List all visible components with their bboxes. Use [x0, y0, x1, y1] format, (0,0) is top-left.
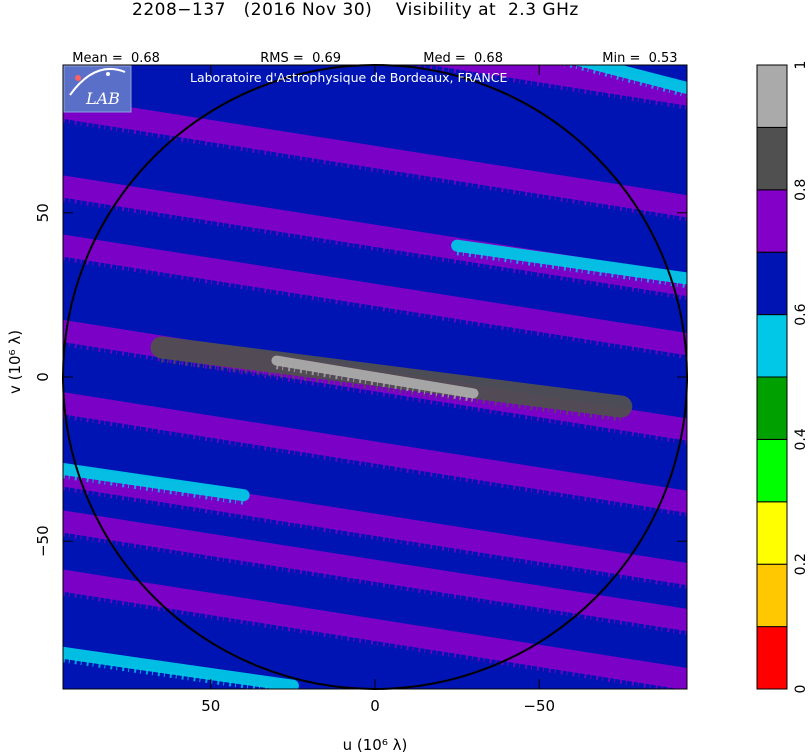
y-tick-label: −50 — [34, 525, 52, 557]
visibility-band — [63, 96, 687, 218]
visibility-band — [271, 355, 479, 399]
colorbar-segment — [756, 438, 788, 503]
stat-min: Min = 0.53 — [594, 36, 678, 66]
y-tick-label: 50 — [34, 203, 52, 222]
colorbar-tick-label: 1 — [793, 61, 809, 70]
x-axis-label: u (10⁶ λ) — [343, 736, 408, 754]
stat-mean-value: 0.68 — [130, 51, 160, 66]
visibility-band — [63, 462, 250, 502]
visibility-bands — [63, 65, 687, 689]
stat-median-value: 0.68 — [474, 51, 503, 66]
colorbar-segment — [756, 563, 788, 628]
logo-text: LAB — [85, 89, 120, 108]
colorbar-segment — [756, 376, 788, 440]
visibility-band — [63, 569, 687, 689]
colorbar-ticks: 0 0.2 0.4 0.6 0.8 1 — [793, 61, 809, 694]
colorbar-segment — [756, 501, 788, 565]
colorbar-segment — [756, 189, 788, 253]
logo-swoosh-icon — [69, 67, 126, 96]
colorbar-tick-label: 0.2 — [793, 553, 809, 575]
visibility-band-fringe — [63, 472, 245, 505]
stat-mean: Mean = 0.68 — [64, 36, 160, 66]
stat-rms-label: RMS = — [260, 51, 304, 66]
logo-star-icon — [106, 72, 110, 76]
stat-mean-label: Mean = — [72, 51, 123, 66]
stat-min-label: Min = — [602, 51, 641, 66]
visibility-band — [429, 65, 687, 106]
stat-median-label: Med = — [423, 51, 466, 66]
colorbar-tick-label: 0.4 — [793, 428, 809, 450]
colorbar-segment — [756, 314, 788, 378]
y-axis-label: v (10⁶ λ) — [6, 330, 24, 394]
colorbar-tick-label: 0.6 — [793, 303, 809, 325]
logo-dot-icon — [75, 75, 81, 81]
stat-median: Med = 0.68 — [415, 36, 503, 66]
visibility-band-fringe — [63, 656, 291, 689]
stat-rms: RMS = 0.69 — [252, 36, 341, 66]
colorbar-tick-label: 0 — [793, 685, 809, 694]
visibility-band — [63, 510, 687, 632]
colorbar — [756, 64, 788, 690]
colorbar-segment — [756, 626, 788, 690]
lab-logo: LAB — [63, 65, 132, 113]
colorbar-segment — [756, 251, 788, 316]
visibility-band-fringe — [560, 65, 687, 98]
visibility-band-fringe — [456, 249, 687, 289]
y-axis: 50 0 −50 — [34, 203, 687, 557]
colorbar-tick-label: 0.8 — [793, 179, 809, 201]
stat-min-value: 0.53 — [648, 51, 678, 66]
visibility-band — [574, 65, 687, 94]
colorbar-segment — [756, 126, 788, 191]
visibility-band — [63, 234, 687, 356]
x-tick-label: 50 — [201, 697, 220, 715]
y-tick-label: 0 — [34, 372, 52, 382]
x-tick-label: −50 — [523, 697, 555, 715]
visibility-band — [63, 646, 299, 689]
chart-title: 2208−137 (2016 Nov 30) Visibility at 2.3… — [132, 0, 579, 20]
visibility-band — [63, 464, 687, 586]
stat-rms-value: 0.69 — [312, 51, 342, 66]
watermark: Laboratoire d'Astrophysique de Bordeaux,… — [190, 70, 507, 85]
visibility-band — [63, 392, 687, 513]
x-tick-label: 0 — [370, 697, 380, 715]
visibility-band — [451, 239, 687, 285]
x-axis: 50 0 −50 — [201, 65, 555, 715]
colorbar-segment — [756, 64, 788, 128]
